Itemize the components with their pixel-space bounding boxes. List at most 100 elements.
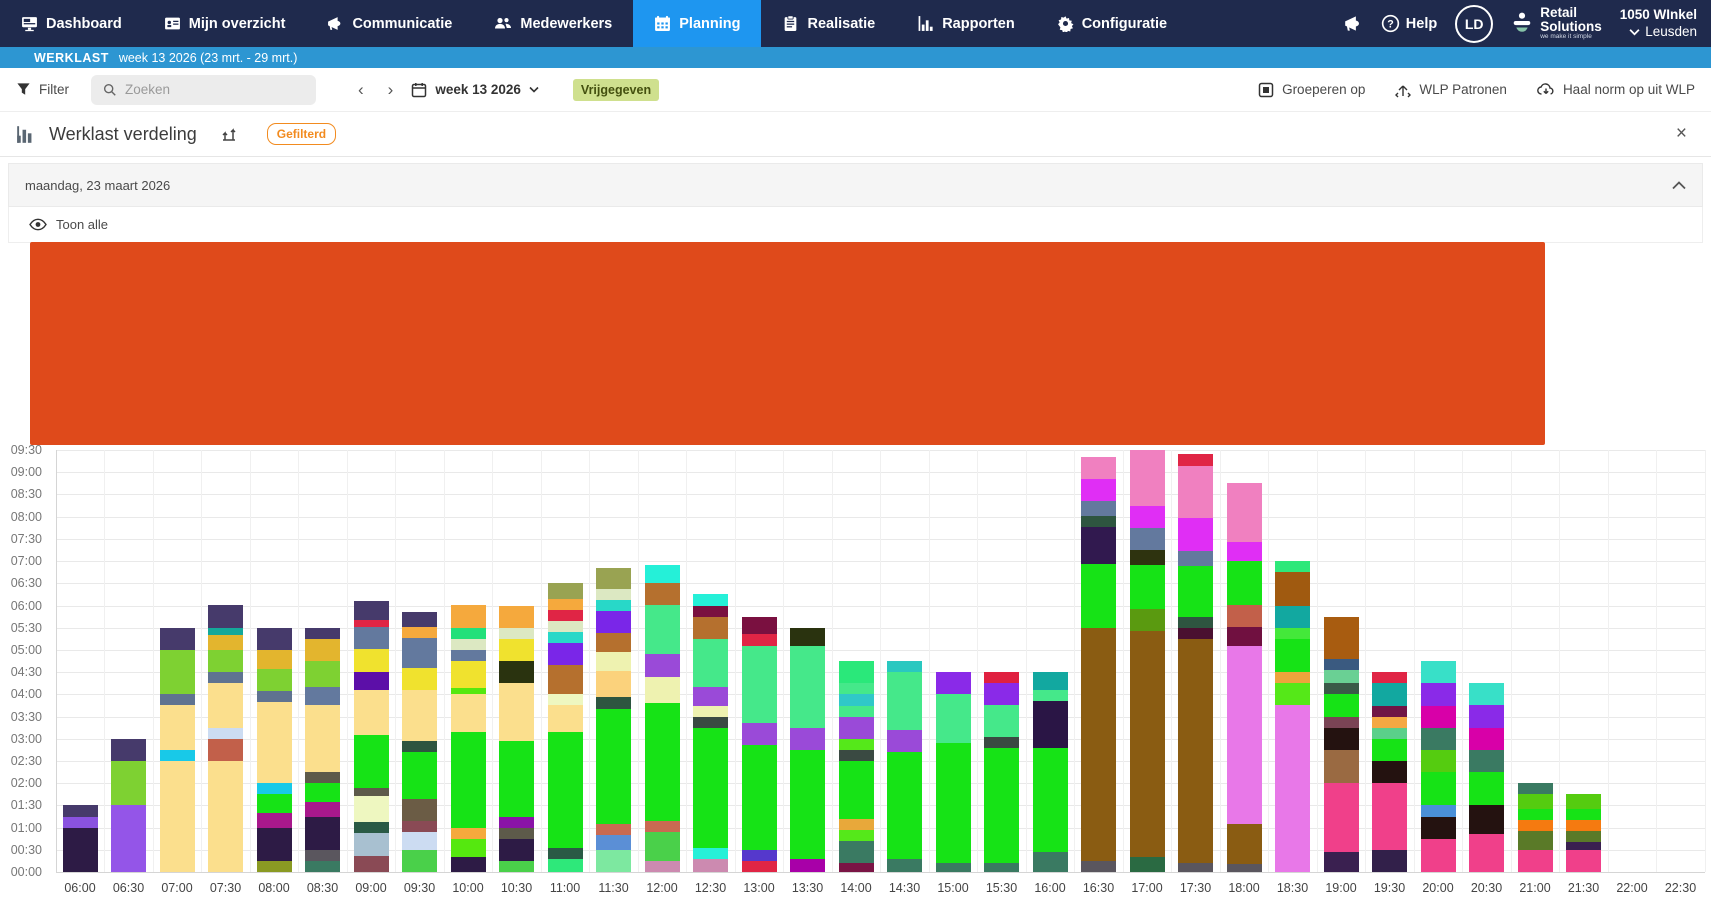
bar-segment[interactable]	[790, 646, 825, 727]
bar-segment[interactable]	[305, 861, 340, 872]
bar-segment[interactable]	[1421, 772, 1456, 805]
bar-segment[interactable]	[1518, 809, 1553, 820]
bar-segment[interactable]	[1324, 670, 1359, 683]
bar-segment[interactable]	[160, 650, 195, 694]
bar-segment[interactable]	[984, 737, 1019, 748]
store-selector[interactable]: 1050 WInkel Leusden	[1620, 7, 1697, 41]
bar-segment[interactable]	[257, 828, 292, 861]
bar-segment[interactable]	[790, 628, 825, 647]
bar-segment[interactable]	[1227, 561, 1262, 605]
bar-segment[interactable]	[1033, 852, 1068, 872]
bar-segment[interactable]	[1178, 466, 1213, 518]
bar-segment[interactable]	[63, 828, 98, 872]
bar-segment[interactable]	[548, 632, 583, 643]
bar-segment[interactable]	[499, 628, 534, 639]
bar-segment[interactable]	[402, 668, 437, 690]
bar-segment[interactable]	[645, 565, 680, 583]
bar-segment[interactable]	[1033, 672, 1068, 690]
bar-segment[interactable]	[160, 705, 195, 749]
bar-segment[interactable]	[1421, 683, 1456, 705]
bar-17:30[interactable]	[1178, 454, 1213, 872]
bar-15:00[interactable]	[936, 672, 971, 872]
bar-segment[interactable]	[984, 683, 1019, 705]
bar-segment[interactable]	[839, 841, 874, 863]
bar-09:00[interactable]	[354, 601, 389, 872]
bar-segment[interactable]	[1372, 717, 1407, 728]
bar-20:00[interactable]	[1421, 661, 1456, 872]
bar-segment[interactable]	[839, 739, 874, 750]
bar-segment[interactable]	[1566, 850, 1601, 872]
bar-segment[interactable]	[1081, 527, 1116, 564]
bar-segment[interactable]	[402, 832, 437, 850]
bar-16:30[interactable]	[1081, 457, 1116, 872]
bar-segment[interactable]	[354, 833, 389, 855]
bar-segment[interactable]	[742, 634, 777, 645]
bar-segment[interactable]	[1372, 739, 1407, 761]
bar-12:00[interactable]	[645, 566, 680, 873]
search-input[interactable]: Zoeken	[91, 75, 316, 105]
bar-segment[interactable]	[1372, 761, 1407, 783]
bar-segment[interactable]	[257, 628, 292, 650]
show-all-toggle[interactable]: Toon alle	[8, 207, 1703, 243]
bar-segment[interactable]	[1518, 831, 1553, 850]
bar-11:30[interactable]	[596, 568, 631, 872]
bar-segment[interactable]	[548, 583, 583, 599]
bar-segment[interactable]	[111, 805, 146, 872]
bar-segment[interactable]	[596, 697, 631, 708]
bar-segment[interactable]	[1421, 728, 1456, 750]
bar-segment[interactable]	[257, 669, 292, 691]
bar-07:30[interactable]	[208, 606, 243, 873]
bar-segment[interactable]	[1372, 850, 1407, 872]
bar-segment[interactable]	[1324, 750, 1359, 783]
nav-tab-rapporten[interactable]: Rapporten	[896, 0, 1036, 47]
bar-segment[interactable]	[402, 752, 437, 799]
bar-segment[interactable]	[1275, 628, 1310, 639]
bar-segment[interactable]	[839, 863, 874, 872]
next-week-button[interactable]: ›	[376, 80, 406, 100]
bar-segment[interactable]	[305, 817, 340, 850]
bar-segment[interactable]	[1227, 864, 1262, 872]
bar-06:30[interactable]	[111, 739, 146, 872]
bar-segment[interactable]	[1130, 609, 1165, 631]
bar-segment[interactable]	[1421, 817, 1456, 839]
bar-segment[interactable]	[645, 677, 680, 704]
bar-segment[interactable]	[208, 739, 243, 761]
bar-segment[interactable]	[499, 741, 534, 817]
nav-tab-planning[interactable]: Planning	[633, 0, 761, 47]
bar-segment[interactable]	[305, 783, 340, 802]
nav-tab-communicatie[interactable]: Communicatie	[306, 0, 473, 47]
bar-segment[interactable]	[1372, 728, 1407, 739]
bar-segment[interactable]	[402, 690, 437, 741]
bar-segment[interactable]	[984, 705, 1019, 736]
bar-segment[interactable]	[257, 783, 292, 794]
bar-12:30[interactable]	[693, 594, 728, 872]
bar-segment[interactable]	[208, 728, 243, 739]
bar-06:00[interactable]	[63, 805, 98, 872]
bar-segment[interactable]	[1178, 454, 1213, 465]
bar-segment[interactable]	[499, 683, 534, 741]
bar-segment[interactable]	[1178, 639, 1213, 863]
bar-segment[interactable]	[63, 817, 98, 828]
bar-segment[interactable]	[1081, 628, 1116, 861]
bar-segment[interactable]	[1324, 717, 1359, 728]
prev-week-button[interactable]: ‹	[346, 80, 376, 100]
bar-segment[interactable]	[1081, 861, 1116, 872]
bar-segment[interactable]	[1081, 479, 1116, 501]
bar-segment[interactable]	[1227, 646, 1262, 824]
bar-segment[interactable]	[1372, 706, 1407, 717]
bar-segment[interactable]	[1227, 605, 1262, 627]
bar-segment[interactable]	[1469, 683, 1504, 705]
bar-18:00[interactable]	[1227, 483, 1262, 872]
bar-segment[interactable]	[451, 857, 486, 873]
bar-segment[interactable]	[451, 628, 486, 639]
bar-segment[interactable]	[1566, 831, 1601, 842]
bar-segment[interactable]	[354, 690, 389, 734]
bar-segment[interactable]	[887, 730, 922, 752]
bar-segment[interactable]	[1324, 852, 1359, 872]
bar-segment[interactable]	[693, 617, 728, 639]
bar-15:30[interactable]	[984, 672, 1019, 872]
bar-segment[interactable]	[208, 628, 243, 636]
bar-segment[interactable]	[451, 650, 486, 661]
bar-segment[interactable]	[402, 821, 437, 832]
bar-segment[interactable]	[548, 705, 583, 732]
